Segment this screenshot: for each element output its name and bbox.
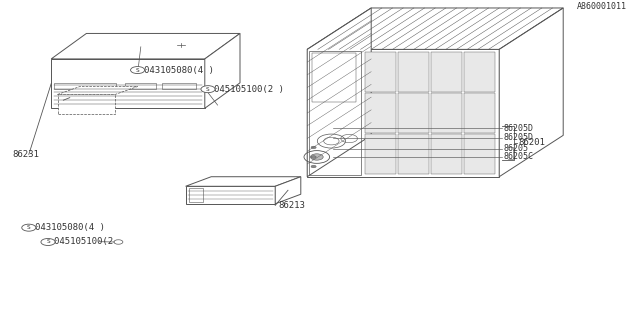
Bar — [365, 52, 396, 92]
Circle shape — [131, 67, 145, 74]
Polygon shape — [51, 59, 205, 108]
Bar — [398, 52, 429, 92]
Circle shape — [201, 86, 215, 93]
Polygon shape — [186, 186, 275, 204]
Bar — [464, 93, 495, 133]
Text: 045105100(2: 045105100(2 — [54, 237, 119, 246]
Text: 86205D: 86205D — [503, 124, 533, 133]
Bar — [312, 53, 356, 101]
Bar — [125, 83, 156, 89]
Polygon shape — [307, 8, 371, 177]
Text: 86205: 86205 — [503, 144, 528, 153]
Text: 86213: 86213 — [278, 201, 305, 210]
Bar — [189, 188, 203, 202]
Polygon shape — [205, 34, 240, 108]
Text: 045105100(2 ): 045105100(2 ) — [214, 85, 284, 94]
Polygon shape — [58, 94, 115, 114]
Bar — [398, 134, 429, 174]
Text: A860001011: A860001011 — [577, 2, 627, 11]
Bar — [162, 83, 196, 89]
Circle shape — [41, 238, 55, 245]
Bar — [464, 52, 495, 92]
Polygon shape — [307, 8, 563, 49]
Text: 86205C: 86205C — [503, 153, 533, 162]
Text: 043105080(4 ): 043105080(4 ) — [35, 223, 105, 232]
Bar — [464, 134, 495, 174]
Polygon shape — [58, 86, 138, 94]
Bar — [431, 93, 461, 133]
Circle shape — [311, 165, 316, 168]
Text: 86205D: 86205D — [503, 133, 533, 142]
Bar — [398, 93, 429, 133]
Text: S: S — [206, 87, 210, 92]
Text: S: S — [27, 225, 31, 230]
Text: S: S — [46, 239, 50, 244]
Text: 043105080(4 ): 043105080(4 ) — [144, 66, 214, 75]
Polygon shape — [307, 49, 499, 177]
Circle shape — [311, 146, 316, 149]
Bar — [431, 134, 461, 174]
Text: 86231: 86231 — [13, 150, 40, 159]
Circle shape — [22, 224, 36, 231]
Circle shape — [311, 156, 316, 158]
Polygon shape — [499, 8, 563, 177]
Bar — [309, 51, 361, 175]
Bar — [365, 134, 396, 174]
Polygon shape — [51, 34, 240, 59]
Text: 86201: 86201 — [518, 138, 545, 147]
Bar — [365, 93, 396, 133]
Polygon shape — [186, 177, 301, 186]
Circle shape — [310, 154, 323, 160]
Bar — [431, 52, 461, 92]
Polygon shape — [275, 177, 301, 204]
Bar — [54, 83, 116, 89]
Text: S: S — [136, 68, 140, 73]
